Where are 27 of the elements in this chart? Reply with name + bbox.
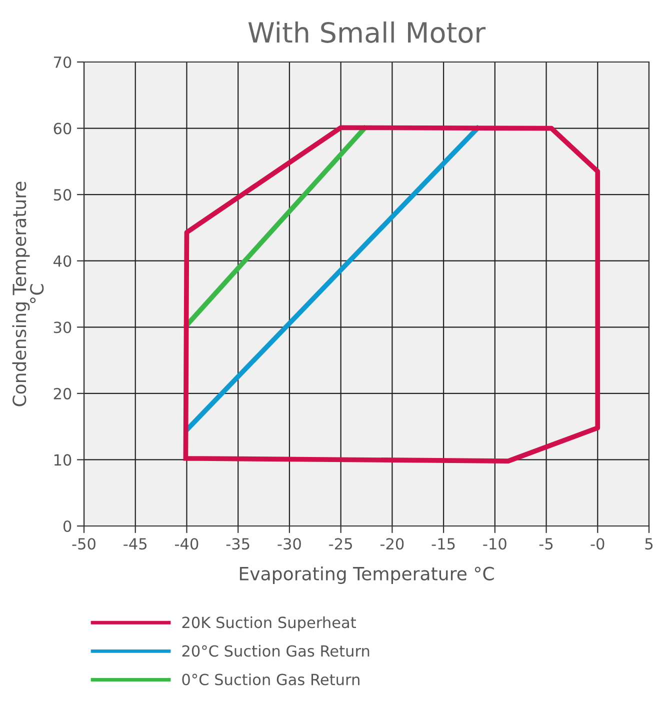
x-tick-label: -45 (124, 538, 147, 550)
y-tick-label: 60 (54, 122, 72, 134)
y-tick-label: 50 (54, 189, 72, 201)
legend-label: 20°C Suction Gas Return (182, 644, 370, 657)
x-tick-label: -35 (226, 538, 250, 550)
x-tick-label: -50 (72, 538, 96, 550)
x-tick-label: -15 (432, 538, 455, 550)
legend-label: 0°C Suction Gas Return (182, 673, 360, 686)
y-tick-label: 10 (54, 454, 72, 466)
line-series (183, 125, 600, 464)
y-tick-label: 70 (54, 56, 72, 68)
x-tick-label: -25 (329, 538, 352, 550)
y-tick-label: 40 (54, 255, 72, 267)
legend-label: 20K Suction Superheat (182, 616, 356, 632)
x-tick-label: -5 (539, 538, 553, 550)
x-tick-label: 5 (645, 538, 653, 550)
x-tick-label: -40 (175, 538, 198, 550)
x-tick-label: -10 (483, 538, 506, 550)
x-tick-label: -30 (278, 538, 301, 550)
y-tick-label: 0 (63, 520, 72, 532)
x-axis-title: Evaporating Temperature °C (240, 566, 494, 584)
y-tick-label: 30 (54, 322, 72, 334)
chart-title: With Small Motor (248, 21, 486, 43)
x-tick-label: -0 (590, 538, 604, 550)
y-axis-title: Condensing Temperature °C (12, 182, 44, 406)
y-tick-label: 20 (54, 388, 72, 400)
x-tick-label: -20 (380, 538, 404, 550)
